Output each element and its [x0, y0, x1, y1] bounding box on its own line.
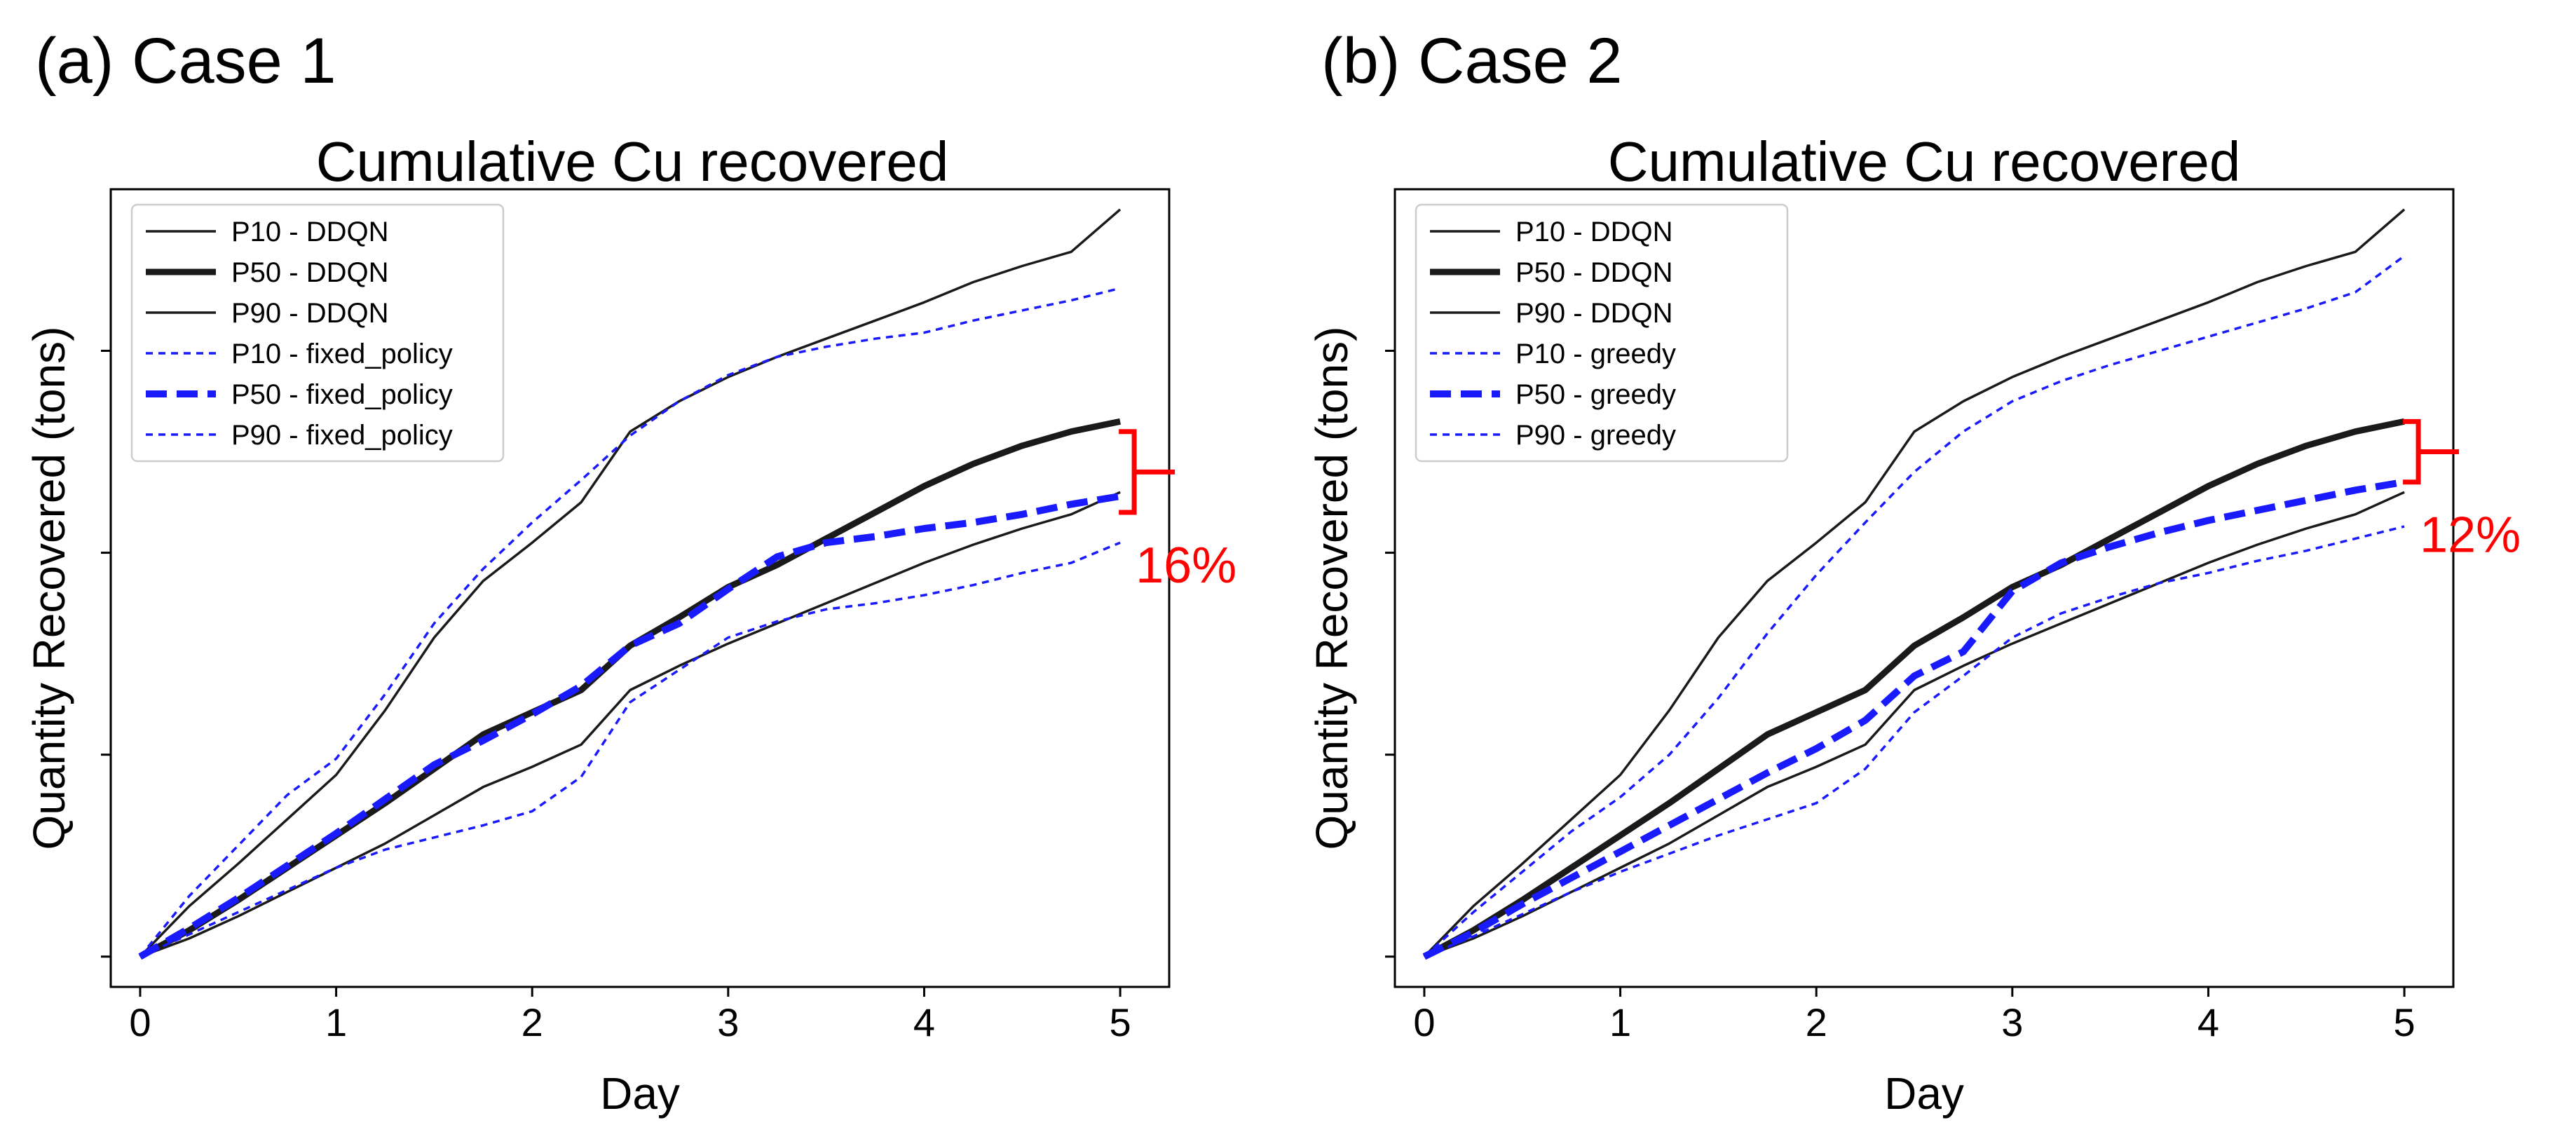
series-line-p10-ddqn	[139, 208, 1122, 958]
chart-title: Cumulative Cu recovered	[316, 130, 949, 193]
legend-label: P10 - DDQN	[1515, 217, 1673, 247]
legend-label: P10 - fixed_policy	[231, 339, 453, 369]
plot-frame	[1393, 188, 2455, 988]
x-tick-label: 5	[1110, 1000, 1131, 1044]
plot-frame	[109, 188, 1171, 988]
x-tick-label: 1	[325, 1000, 347, 1044]
x-tick-label: 3	[2001, 1000, 2023, 1044]
legend-label: P50 - DDQN	[231, 257, 389, 288]
legend-label: P90 - DDQN	[1515, 298, 1673, 329]
series-line-p50-ddqn	[1422, 418, 2406, 960]
series-line-p50-fixed-policy	[138, 492, 1121, 960]
series-line-p90-ddqn	[139, 491, 1121, 958]
legend-box	[130, 203, 505, 463]
x-tick-label: 2	[1806, 1000, 1827, 1044]
annotation-bracket	[1119, 429, 1137, 515]
x-tick-label: 5	[2394, 1000, 2415, 1044]
series-line-p50-greedy	[1422, 478, 2405, 960]
x-tick-label: 0	[1413, 1000, 1435, 1044]
series-line-p90-ddqn	[1424, 491, 2405, 958]
panel-label: (b) Case 2	[1321, 25, 1623, 97]
x-axis-label: Day	[1884, 1068, 1964, 1119]
x-axis-label: Day	[600, 1068, 680, 1119]
x-tick-label: 4	[913, 1000, 935, 1044]
legend-label: P10 - DDQN	[231, 217, 389, 247]
legend-label: P50 - greedy	[1515, 379, 1676, 410]
x-tick-label: 4	[2197, 1000, 2219, 1044]
annotation-text: 12%	[2420, 507, 2521, 564]
annotation-bracket	[2403, 418, 2421, 485]
legend-label: P50 - DDQN	[1515, 257, 1673, 288]
legend-label: P90 - greedy	[1515, 420, 1676, 451]
x-tick-label: 0	[129, 1000, 151, 1044]
legend-label: P10 - greedy	[1515, 339, 1676, 369]
legend-label: P50 - fixed_policy	[231, 379, 453, 410]
legend-label: P90 - fixed_policy	[231, 420, 453, 451]
annotation-text: 16%	[1136, 538, 1236, 594]
y-axis-label: Quantity Recovered (tons)	[24, 327, 74, 850]
legend-box	[1415, 203, 1789, 463]
x-tick-label: 2	[522, 1000, 543, 1044]
series-line-p10-greedy	[1423, 254, 2406, 958]
x-tick-label: 3	[717, 1000, 739, 1044]
panel-label: (a) Case 1	[35, 25, 336, 97]
chart-title: Cumulative Cu recovered	[1608, 130, 2241, 193]
y-axis-label: Quantity Recovered (tons)	[1307, 327, 1357, 850]
series-line-p10-ddqn	[1423, 208, 2406, 958]
series-line-p90-greedy	[1424, 525, 2405, 958]
panel-case-1: (a) Case 1 Cumulative Cu recovered 0 1 2 3 4 5 D…	[24, 25, 1236, 1119]
x-tick-label: 1	[1609, 1000, 1631, 1044]
panel-case-2: (b) Case 2 Cumulative Cu recovered 0 1 2 3 4 5 D…	[1307, 25, 2521, 1119]
series-line-p90-fixed-policy	[139, 541, 1121, 958]
legend-label: P90 - DDQN	[231, 298, 389, 329]
